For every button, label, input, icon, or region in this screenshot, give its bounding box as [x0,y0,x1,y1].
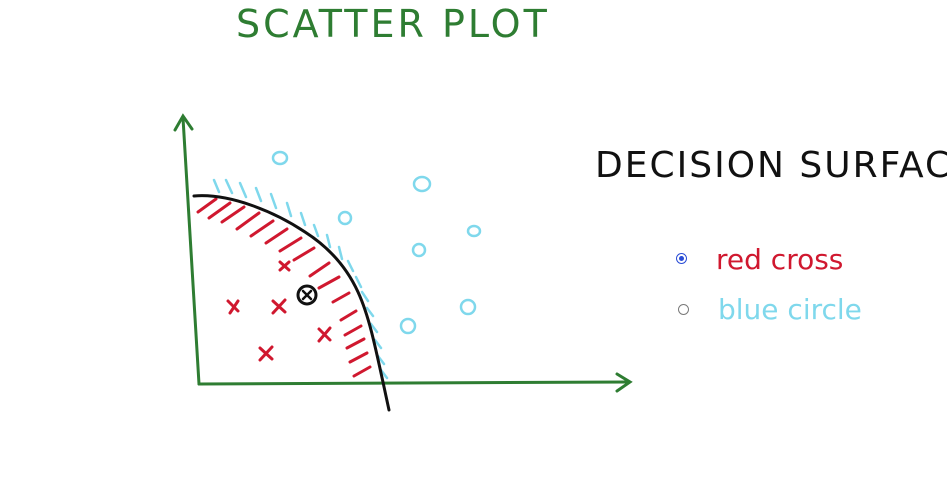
blue-circle-point [399,317,417,335]
blue-hatching [212,178,389,380]
option-label-red-cross[interactable]: red cross [716,243,844,276]
y-axis-arrow [173,113,194,132]
red-cross-point [317,326,332,343]
axes [173,113,633,393]
blue-circles [271,150,482,335]
red-hatching [196,197,372,378]
blue-circle-point [412,175,432,193]
radio-red-cross[interactable] [676,253,687,264]
red-cross-point [258,345,274,362]
x-axis [197,380,630,386]
blue-circle-point [271,150,289,166]
page-title: SCATTER PLOT [236,2,550,46]
y-axis [181,116,201,386]
option-label-blue-circle[interactable]: blue circle [718,293,862,326]
x-axis-arrow [615,372,633,393]
decision-surface-heading: DECISION SURFACE [595,145,947,186]
red-cross-point [226,299,240,315]
red-crosses [226,260,332,362]
decision-boundary [192,194,391,412]
blue-circle-point [337,210,353,226]
query-point [296,284,318,306]
blue-circle-point [459,298,477,316]
blue-circle-point [466,224,482,238]
red-cross-point [271,298,287,315]
red-cross-point [278,260,291,272]
radio-blue-circle[interactable] [678,304,689,315]
blue-circle-point [411,242,427,258]
